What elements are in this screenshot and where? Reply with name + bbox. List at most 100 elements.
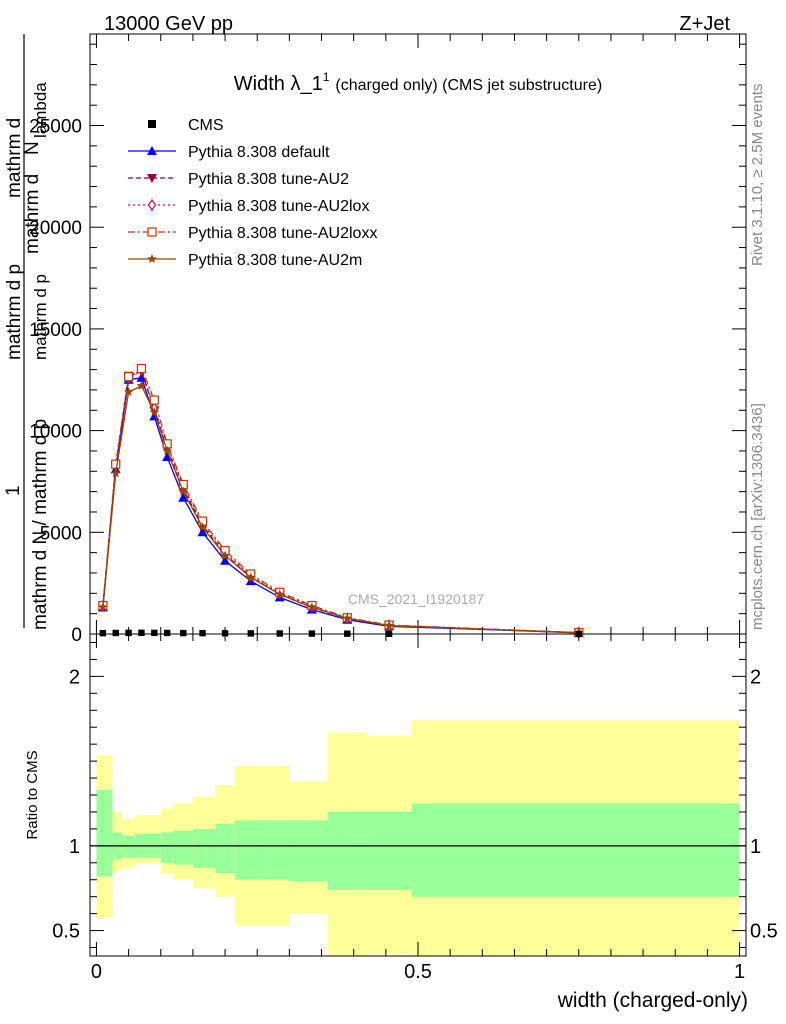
legend-label: Pythia 8.308 tune-AU2lox xyxy=(188,198,369,215)
ratio-y-tick-label-right: 1 xyxy=(750,836,761,858)
series-marker xyxy=(220,555,231,565)
series-marker xyxy=(147,227,157,237)
series-line xyxy=(102,367,579,634)
series-marker xyxy=(178,492,189,502)
data-marker xyxy=(276,630,283,637)
y-label-fragment: mathrm d p xyxy=(31,274,50,360)
inner-band-bin xyxy=(160,832,174,863)
ratio-y-tick-label-left: 0.5 xyxy=(52,921,80,943)
series-line xyxy=(102,368,579,634)
series-marker xyxy=(136,363,147,374)
series-marker xyxy=(111,459,121,469)
inner-band-bin xyxy=(263,820,290,880)
header-left-label: 13000 GeV pp xyxy=(104,13,233,35)
series-marker xyxy=(147,198,157,212)
data-marker xyxy=(138,629,145,636)
data-marker xyxy=(247,630,254,637)
inner-band-bin xyxy=(234,820,264,880)
inner-band-bin xyxy=(327,811,367,890)
legend-label: Pythia 8.308 tune-AU2m xyxy=(188,252,362,269)
series-marker xyxy=(162,445,172,455)
ratio-bands xyxy=(90,720,746,956)
y-label-fragment: mathrm d p xyxy=(4,264,25,360)
data-marker xyxy=(199,629,206,637)
y-tick-label: 25000 xyxy=(29,117,82,138)
legend: CMS Pythia 8.308 default Pythia 8.308 tune… xyxy=(128,117,377,269)
y-label-fragment: mathrm d xyxy=(4,118,25,198)
series-marker xyxy=(111,468,121,478)
y-label-fragment: N xyxy=(22,141,43,155)
inner-band-bin xyxy=(366,811,412,890)
series-marker xyxy=(123,387,134,396)
data-marker xyxy=(163,629,171,637)
data-marker xyxy=(151,629,158,637)
series-marker xyxy=(307,602,317,612)
y-tick-label: 0 xyxy=(71,625,82,646)
data-marker xyxy=(221,630,229,637)
series-line xyxy=(102,370,579,634)
series-marker xyxy=(246,572,256,582)
ratio-y-tick-label-left: 2 xyxy=(69,666,80,688)
series-marker xyxy=(178,486,188,496)
legend-label: Pythia 8.308 tune-AU2loxx xyxy=(188,225,377,242)
inner-band-bin xyxy=(122,835,136,858)
series-marker xyxy=(149,395,159,405)
series-marker xyxy=(197,527,208,537)
legend-label: CMS xyxy=(188,117,224,134)
main-plot-axes: 0 5000 10000 15000 20000 25000 xyxy=(29,34,746,646)
series-marker xyxy=(123,372,134,382)
series-marker xyxy=(275,589,285,599)
series-marker xyxy=(197,522,208,532)
plot-title: Width λ_11 (charged only) (CMS jet substr… xyxy=(234,70,602,95)
ratio-plot-axes: 0 0.5 10.5 0.51 12 2 xyxy=(52,634,778,983)
data-marker xyxy=(99,629,107,637)
plot-title-main: Width λ_1 xyxy=(234,73,323,95)
rivet-label: Rivet 3.1.10, ≥ 2.5M events xyxy=(749,84,766,267)
y-label-fragment: mathrm d N / mathrm d p xyxy=(30,419,51,630)
data-marker xyxy=(148,120,156,128)
inner-band-bin xyxy=(289,820,328,882)
y-tick-label: 15000 xyxy=(29,320,82,341)
series-line xyxy=(102,385,579,634)
series-marker xyxy=(147,174,157,183)
series-marker xyxy=(220,550,230,560)
ratio-y-label: Ratio to CMS xyxy=(24,750,41,839)
y-tick-label: 20000 xyxy=(29,218,82,239)
data-marker xyxy=(125,629,132,637)
y-tick-label: 5000 xyxy=(40,523,82,544)
series-marker xyxy=(136,372,147,382)
plot-title-sup: 1 xyxy=(323,70,330,84)
mcplots-label: mcplots.cern.ch [arXiv:1306.3436] xyxy=(749,403,766,630)
x-tick-label: 1 xyxy=(734,961,745,983)
series-marker xyxy=(149,407,160,417)
header-right-label: Z+Jet xyxy=(679,13,730,35)
inner-band-bin xyxy=(173,830,193,865)
data-marker xyxy=(112,629,119,637)
inner-band-bin xyxy=(215,823,235,873)
ratio-y-tick-label-right: 2 xyxy=(750,666,761,688)
series-marker xyxy=(98,602,108,612)
y-label-fragment: 1 xyxy=(3,485,24,496)
plot-title-rest: (charged only) (CMS jet substructure) xyxy=(335,77,602,94)
x-tick-label: 0 xyxy=(91,961,102,983)
series-marker xyxy=(384,620,394,630)
data-marker xyxy=(180,629,187,637)
series-marker xyxy=(147,254,157,263)
x-axis-label: width (charged-only) xyxy=(557,989,748,1012)
ratio-y-tick-label-left: 1 xyxy=(69,836,80,858)
inner-band-bin xyxy=(192,828,216,868)
series-marker xyxy=(147,146,157,155)
legend-label: Pythia 8.308 tune-AU2 xyxy=(188,171,349,188)
analysis-watermark: CMS_2021_I1920187 xyxy=(348,591,484,607)
main-plot-series xyxy=(97,363,584,639)
legend-label: Pythia 8.308 default xyxy=(188,144,330,161)
series-line xyxy=(102,376,579,634)
x-tick-label: 0.5 xyxy=(404,961,432,983)
inner-band-bin xyxy=(411,803,740,897)
y-label-fragment: lambda xyxy=(31,82,50,138)
y-tick-label: 10000 xyxy=(29,422,82,443)
series-marker xyxy=(342,613,352,623)
inner-band-bin xyxy=(96,789,113,877)
